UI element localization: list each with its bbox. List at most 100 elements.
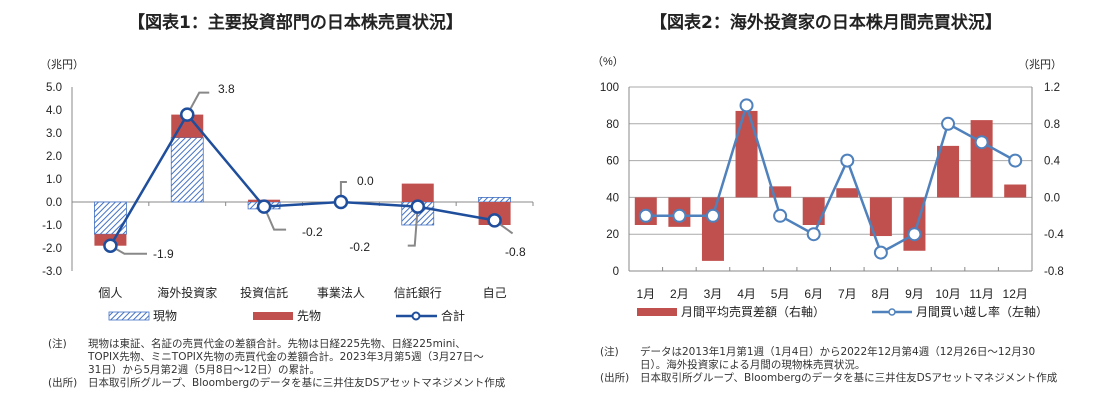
left-tick-label: 0 xyxy=(613,266,619,278)
data-label: -0.2 xyxy=(302,225,323,239)
data-label: 0.0 xyxy=(357,174,374,188)
bar-sakimono xyxy=(171,114,204,138)
total-marker xyxy=(333,194,349,210)
source-label: (出所) xyxy=(48,377,78,389)
x-tick-label: 信託銀行 xyxy=(394,285,442,300)
data-label: -1.9 xyxy=(153,247,174,261)
leader-line xyxy=(186,91,210,116)
source-label: (出所) xyxy=(600,372,630,384)
x-tick-label: 12月 xyxy=(1003,287,1028,301)
legend-marker-line xyxy=(888,308,896,316)
x-tick-label: 自己 xyxy=(483,286,507,300)
bar-sakimono xyxy=(401,183,434,202)
legend-label: 月間平均売買差額（右軸） xyxy=(681,304,825,319)
bar-monthly-net xyxy=(937,145,960,198)
x-tick-label: 10月 xyxy=(935,287,960,301)
total-marker xyxy=(487,213,502,228)
right-axis-unit: （兆円） xyxy=(1018,58,1062,71)
y-axis-unit: （兆円） xyxy=(40,58,84,71)
x-tick-label: 4月 xyxy=(737,287,756,301)
x-tick-label: 9月 xyxy=(905,287,924,301)
legend-swatch-bar xyxy=(637,308,677,316)
x-tick-label: 8月 xyxy=(872,287,891,301)
x-tick-label: 11月 xyxy=(969,287,993,301)
total-line xyxy=(109,112,495,247)
total-marker xyxy=(180,107,195,122)
left-tick-label: 20 xyxy=(606,229,619,241)
source-text: 日本取引所グループ、Bloombergのデータを基に三井住友DSアセットマネジメ… xyxy=(88,377,506,389)
bar-monthly-net xyxy=(836,188,859,198)
x-tick-label: 5月 xyxy=(771,287,790,301)
y-tick-label: 4.0 xyxy=(46,105,62,117)
leader-line xyxy=(263,206,287,231)
legend-marker-total xyxy=(411,311,421,321)
left-tick-label: 40 xyxy=(606,192,619,204)
buy-ratio-marker xyxy=(907,227,922,242)
bar-monthly-net xyxy=(735,110,758,198)
data-label: -0.2 xyxy=(349,240,370,254)
total-marker xyxy=(103,238,118,253)
leader-line xyxy=(407,206,419,247)
chart2-notes: (注) データは2013年1月第1週（1月4日）から2022年12月第4週（12月… xyxy=(600,346,1057,385)
legend-label: 現物 xyxy=(153,309,177,323)
y-tick-label: 2.0 xyxy=(46,151,62,163)
data-label: 3.8 xyxy=(218,82,235,96)
y-tick-label: 3.0 xyxy=(46,128,62,140)
y-tick-label: 1.0 xyxy=(46,174,62,186)
right-tick-label: 1.2 xyxy=(1044,82,1060,94)
buy-ratio-marker xyxy=(840,153,855,168)
left-tick-label: 80 xyxy=(606,119,619,131)
bar-genbutsu xyxy=(478,196,511,203)
data-label: -0.8 xyxy=(505,245,526,259)
buy-ratio-marker xyxy=(705,208,720,223)
bar-genbutsu xyxy=(94,201,127,235)
x-tick-label: 7月 xyxy=(838,287,857,301)
left-axis-unit: （%） xyxy=(592,55,624,68)
legend-swatch-genbutsu xyxy=(108,311,150,321)
buy-ratio-marker xyxy=(739,98,754,113)
legend-label: 合計 xyxy=(441,308,465,323)
y-tick-label: -3.0 xyxy=(42,266,62,278)
note-label: (注) xyxy=(600,346,619,358)
legend-label: 月間買い越し率（左軸） xyxy=(916,304,1048,319)
buy-ratio-marker xyxy=(974,135,989,150)
right-tick-label: 0.8 xyxy=(1044,119,1060,131)
total-marker xyxy=(410,199,425,214)
note-line: TOPIX先物、ミニTOPIX先物の売買代金の差額合計。2023年3月第5週（3… xyxy=(88,351,484,363)
y-tick-label: -2.0 xyxy=(42,243,62,255)
buy-ratio-marker xyxy=(806,227,821,242)
right-tick-label: -0.4 xyxy=(1044,229,1064,241)
x-tick-label: 1月 xyxy=(636,287,655,301)
buy-ratio-marker xyxy=(672,208,687,223)
total-marker xyxy=(256,199,272,214)
note-line: データは2013年1月第1週（1月4日）から2022年12月第4週（12月26日… xyxy=(640,346,1036,358)
note-line: 日）。海外投資家による月間の現物株売買状況。 xyxy=(640,359,866,371)
note-label: (注) xyxy=(48,338,67,350)
buy-ratio-marker xyxy=(1008,153,1023,168)
right-tick-label: -0.8 xyxy=(1044,266,1064,278)
right-tick-label: 0.0 xyxy=(1044,192,1060,204)
y-tick-label: -1.0 xyxy=(42,220,62,232)
x-tick-label: 投資信託 xyxy=(240,285,288,300)
chart2-title: 【図表2：海外投資家の日本株月間売買状況】 xyxy=(650,13,1002,33)
bar-genbutsu xyxy=(170,137,204,203)
buy-ratio-marker xyxy=(941,116,956,131)
bar-monthly-net xyxy=(769,186,792,198)
x-tick-label: 個人 xyxy=(98,286,122,300)
note-line: 現物は東証、名証の売買代金の差額合計。先物は日経225先物、日経225mini、 xyxy=(88,338,466,350)
chart1-title: 【図表1：主要投資部門の日本株売買状況】 xyxy=(128,13,463,33)
chart1-notes: (注) 現物は東証、名証の売買代金の差額合計。先物は日経225先物、日経225mi… xyxy=(48,338,505,390)
x-tick-label: 海外投資家 xyxy=(157,285,217,300)
left-tick-label: 100 xyxy=(600,82,619,94)
bar-monthly-net xyxy=(701,197,724,261)
bar-monthly-net xyxy=(1004,184,1027,198)
legend-swatch-sakimono xyxy=(253,312,293,320)
x-tick-label: 2月 xyxy=(670,287,689,301)
x-tick-label: 6月 xyxy=(804,287,823,301)
buy-ratio-marker xyxy=(773,208,788,223)
buy-ratio-marker xyxy=(873,245,888,260)
x-tick-label: 事業法人 xyxy=(317,286,365,300)
source-text: 日本取引所グループ、Bloombergのデータを基に三井住友DSアセットマネジメ… xyxy=(640,372,1058,384)
